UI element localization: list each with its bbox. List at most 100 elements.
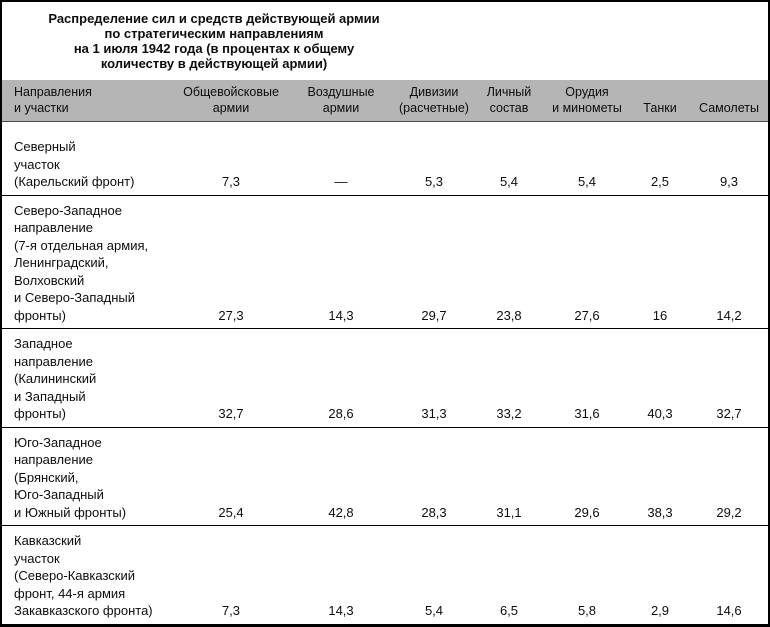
header-aircraft: Самолеты xyxy=(690,80,768,122)
cell-value: 7,3 xyxy=(174,525,288,625)
cell-value: 9,3 xyxy=(690,121,768,196)
cell-value: 31,1 xyxy=(474,427,544,526)
cell-value: 7,3 xyxy=(174,121,288,196)
table-title: Распределение сил и средств действующей … xyxy=(14,11,414,71)
text-line: Кавказский xyxy=(14,533,82,548)
text-line: на 1 июля 1942 года (в процентах к общем… xyxy=(73,41,355,56)
text-line: и участки xyxy=(14,101,69,115)
text-line: Орудия xyxy=(565,85,609,99)
text-line: направление xyxy=(14,220,94,235)
table-row-caucasian-sector: Кавказский участок (Северо-Кавказский фронт… xyxy=(2,525,768,625)
header-combined-arms-armies: Общевойсковые армии xyxy=(174,80,288,122)
cell-value: 42,8 xyxy=(288,427,394,526)
text-line: армии xyxy=(212,101,250,115)
text-line: (Брянский, xyxy=(14,469,79,485)
cell-value: 5,4 xyxy=(544,121,630,196)
header-tanks: Танки xyxy=(630,80,690,122)
header-personnel: Личный состав xyxy=(474,80,544,122)
cell-value: 27,3 xyxy=(174,195,288,329)
cell-value: 33,2 xyxy=(474,328,544,428)
header-divisions-calculated: Дивизии (расчетные) xyxy=(394,80,474,122)
row-label: Северо-Западное направление (7-я отдельная… xyxy=(2,195,174,329)
cell-value: 14,3 xyxy=(288,195,394,329)
text-line: участок xyxy=(14,550,60,566)
row-label: Юго-Западное направление (Брянский, Юго-Зап… xyxy=(2,427,174,526)
text-line: количеству в действующей армии) xyxy=(100,56,328,71)
text-line: Направления xyxy=(14,85,92,99)
cell-value: 40,3 xyxy=(630,328,690,428)
cell-value: 23,8 xyxy=(474,195,544,329)
text-line: Воздушные xyxy=(307,85,375,99)
cell-value: — xyxy=(288,121,394,196)
text-line: Западное xyxy=(14,336,73,351)
cell-value: 38,3 xyxy=(630,427,690,526)
text-line: (расчетные) xyxy=(399,101,469,115)
text-line: (Калининский xyxy=(14,371,97,386)
header-guns-mortars: Орудия и минометы xyxy=(544,80,630,122)
text-line: направление xyxy=(14,452,94,467)
cell-value: 5,8 xyxy=(544,525,630,625)
cell-value: 2,9 xyxy=(630,525,690,625)
text-line: Танки xyxy=(643,101,677,115)
text-line: фронты) xyxy=(14,307,66,323)
text-line: Северный xyxy=(14,139,76,154)
text-line: (Карельский фронт) xyxy=(14,174,135,189)
cell-value: 5,4 xyxy=(394,525,474,625)
cell-value: 14,3 xyxy=(288,525,394,625)
table-row-western-direction: Западное направление (Калининский и Западны… xyxy=(2,328,768,428)
text-line: Волховский xyxy=(14,272,85,288)
cell-value: 5,3 xyxy=(394,121,474,196)
text-line: и Южный фронты) xyxy=(14,504,127,520)
text-line: Ленинградский, xyxy=(14,255,109,270)
cell-value: 16 xyxy=(630,195,690,329)
text-line: направление xyxy=(14,353,94,369)
cell-value: 25,4 xyxy=(174,427,288,526)
text-line: Личный xyxy=(486,85,532,99)
cell-value: 2,5 xyxy=(630,121,690,196)
text-line: армии xyxy=(322,101,360,115)
cell-value: 32,7 xyxy=(174,328,288,428)
cell-value: 29,6 xyxy=(544,427,630,526)
text-line: и Западный xyxy=(14,388,86,404)
text-line: Самолеты xyxy=(699,101,759,115)
table-row-south-western-direction: Юго-Западное направление (Брянский, Юго-Зап… xyxy=(2,427,768,526)
text-line: Юго-Западный xyxy=(14,487,104,502)
row-label: Северный участок (Карельский фронт) xyxy=(2,121,174,196)
row-label: Кавказский участок (Северо-Кавказский фронт… xyxy=(2,525,174,625)
forces-distribution-table: Направления и участки Общевойсковые армии … xyxy=(2,80,768,625)
text-line: Распределение сил и средств действующей … xyxy=(48,11,380,26)
text-line: фронт, 44-я армия xyxy=(14,585,126,601)
cell-value: 28,6 xyxy=(288,328,394,428)
header-air-armies: Воздушные армии xyxy=(288,80,394,122)
text-line: Закавказского фронта) xyxy=(14,603,153,618)
cell-value: 28,3 xyxy=(394,427,474,526)
table-row-northern-sector: Северный участок (Карельский фронт) 7,3 — … xyxy=(2,121,768,196)
text-line: и минометы xyxy=(552,101,622,115)
text-line: Юго-Западное xyxy=(14,434,102,450)
cell-value: 29,7 xyxy=(394,195,474,329)
cell-value: 31,3 xyxy=(394,328,474,428)
cell-value: 32,7 xyxy=(690,328,768,428)
cell-value: 14,6 xyxy=(690,525,768,625)
text-line: состав xyxy=(489,101,529,115)
row-label: Западное направление (Калининский и Западны… xyxy=(2,328,174,428)
text-line: Дивизии xyxy=(409,85,459,99)
cell-value: 31,6 xyxy=(544,328,630,428)
text-line: (Северо-Кавказский xyxy=(14,568,136,583)
cell-value: 5,4 xyxy=(474,121,544,196)
text-line: по стратегическим направлениям xyxy=(104,26,324,41)
cell-value: 29,2 xyxy=(690,427,768,526)
header-directions-sections: Направления и участки xyxy=(2,80,174,122)
text-line: и Северо-Западный xyxy=(14,290,135,305)
table-row-north-western-direction: Северо-Западное направление (7-я отдельная… xyxy=(2,195,768,329)
text-line: Общевойсковые xyxy=(183,85,279,99)
cell-value: 14,2 xyxy=(690,195,768,329)
text-line: фронты) xyxy=(14,406,66,421)
cell-value: 27,6 xyxy=(544,195,630,329)
text-line: Северо-Западное xyxy=(14,202,122,218)
header-row: Направления и участки Общевойсковые армии … xyxy=(2,80,768,122)
cell-value: 6,5 xyxy=(474,525,544,625)
text-line: (7-я отдельная армия, xyxy=(14,237,149,253)
text-line: участок xyxy=(14,156,60,172)
